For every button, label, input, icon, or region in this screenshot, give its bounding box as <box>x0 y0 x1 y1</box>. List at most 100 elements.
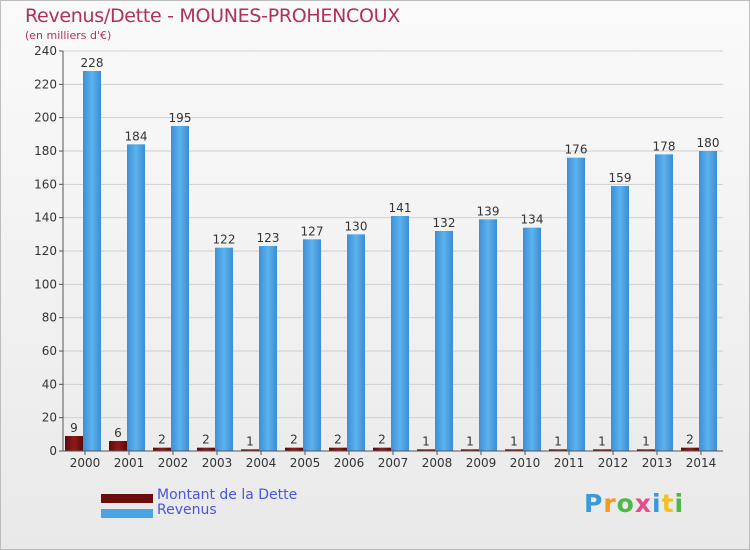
bar-dette <box>373 447 391 451</box>
x-tick-label: 2001 <box>114 456 145 470</box>
bar-revenus <box>83 71 101 451</box>
data-label-dette: 1 <box>642 434 650 448</box>
bar-dette <box>197 447 215 451</box>
data-label-dette: 2 <box>334 433 342 447</box>
x-tick-label: 2000 <box>70 456 101 470</box>
legend-label-dette: Montant de la Dette <box>157 487 298 503</box>
data-label-dette: 2 <box>158 433 166 447</box>
y-tick-label: 60 <box>42 344 57 358</box>
bar-dette <box>417 449 435 451</box>
y-tick-label: 200 <box>34 111 57 125</box>
x-tick-label: 2003 <box>202 456 233 470</box>
data-label-dette: 1 <box>466 434 474 448</box>
data-label-dette: 2 <box>290 433 298 447</box>
x-tick-label: 2002 <box>158 456 189 470</box>
bar-revenus <box>391 216 409 451</box>
data-label-dette: 1 <box>510 434 518 448</box>
bar-revenus <box>567 157 585 451</box>
x-tick-label: 2007 <box>378 456 409 470</box>
data-label-revenus: 134 <box>521 213 544 227</box>
bar-dette <box>153 447 171 451</box>
x-axis-ticks: 2000 2001 2002 2003 2004 2005 2006 2007 2008 2009… <box>70 451 717 470</box>
bar-revenus <box>347 234 365 451</box>
bar-dette <box>241 449 259 451</box>
bar-dette <box>65 436 83 451</box>
bar-dette <box>285 447 303 451</box>
data-label-revenus: 159 <box>609 171 632 185</box>
x-tick-label: 2013 <box>642 456 673 470</box>
data-label-revenus: 178 <box>653 139 676 153</box>
x-tick-label: 2006 <box>334 456 365 470</box>
legend-swatch-dette <box>101 494 153 503</box>
bar-revenus <box>171 126 189 451</box>
data-label-dette: 1 <box>554 434 562 448</box>
bar-dette <box>109 441 127 451</box>
y-tick-label: 160 <box>34 177 57 191</box>
data-label-dette: 2 <box>686 433 694 447</box>
bar-dette <box>505 449 523 451</box>
x-tick-label: 2010 <box>510 456 541 470</box>
data-label-revenus: 130 <box>345 219 368 233</box>
x-tick-label: 2009 <box>466 456 497 470</box>
chart-subtitle: (en milliers d'€) <box>25 29 112 42</box>
bar-revenus <box>699 151 717 451</box>
bar-dette <box>593 449 611 451</box>
bar-dette <box>461 449 479 451</box>
y-tick-label: 40 <box>42 377 57 391</box>
bar-dette <box>681 447 699 451</box>
data-label-dette: 1 <box>422 434 430 448</box>
y-tick-label: 120 <box>34 244 57 258</box>
y-tick-label: 100 <box>34 277 57 291</box>
x-tick-label: 2012 <box>598 456 629 470</box>
data-label-revenus: 228 <box>81 56 104 70</box>
x-tick-label: 2008 <box>422 456 453 470</box>
data-label-revenus: 141 <box>389 201 412 215</box>
data-label-revenus: 180 <box>697 136 720 150</box>
data-labels: 9 228 6 184 2 195 2 122 1 123 2 127 2 130 2 141 1 132 1 139… <box>70 56 719 448</box>
data-label-dette: 2 <box>378 433 386 447</box>
y-tick-label: 140 <box>34 211 57 225</box>
data-label-dette: 1 <box>246 434 254 448</box>
chart-title: Revenus/Dette - MOUNES-PROHENCOUX <box>25 5 400 27</box>
bar-revenus <box>259 246 277 451</box>
data-label-dette: 9 <box>70 421 78 435</box>
bar-dette <box>637 449 655 451</box>
bar-revenus <box>523 227 541 451</box>
legend-swatch-revenus <box>101 509 153 518</box>
data-label-revenus: 184 <box>125 129 148 143</box>
data-label-revenus: 132 <box>433 216 456 230</box>
bar-revenus <box>479 219 497 451</box>
x-tick-label: 2014 <box>686 456 717 470</box>
proxiti-logo: Proxiti <box>584 489 685 518</box>
x-tick-label: 2011 <box>554 456 585 470</box>
data-label-revenus: 195 <box>169 111 192 125</box>
y-tick-label: 0 <box>49 444 57 458</box>
data-label-revenus: 127 <box>301 224 324 238</box>
bar-dette <box>549 449 567 451</box>
data-label-dette: 1 <box>598 434 606 448</box>
y-tick-label: 220 <box>34 77 57 91</box>
data-label-dette: 6 <box>114 426 122 440</box>
y-tick-label: 80 <box>42 311 57 325</box>
x-tick-label: 2004 <box>246 456 277 470</box>
legend-label-revenus: Revenus <box>157 502 217 518</box>
data-label-revenus: 122 <box>213 233 236 247</box>
data-label-revenus: 139 <box>477 204 500 218</box>
y-tick-label: 180 <box>34 144 57 158</box>
bar-revenus <box>435 231 453 451</box>
x-tick-label: 2005 <box>290 456 321 470</box>
bars <box>65 71 717 452</box>
bar-revenus <box>215 247 233 451</box>
data-label-revenus: 123 <box>257 231 280 245</box>
bar-revenus <box>127 144 145 452</box>
data-label-dette: 2 <box>202 433 210 447</box>
bar-dette <box>329 447 347 451</box>
y-tick-label: 20 <box>42 411 57 425</box>
bar-revenus <box>303 239 321 451</box>
bar-revenus <box>611 186 629 451</box>
y-tick-label: 240 <box>34 44 57 58</box>
data-label-revenus: 176 <box>565 143 588 157</box>
bar-revenus <box>655 154 673 452</box>
